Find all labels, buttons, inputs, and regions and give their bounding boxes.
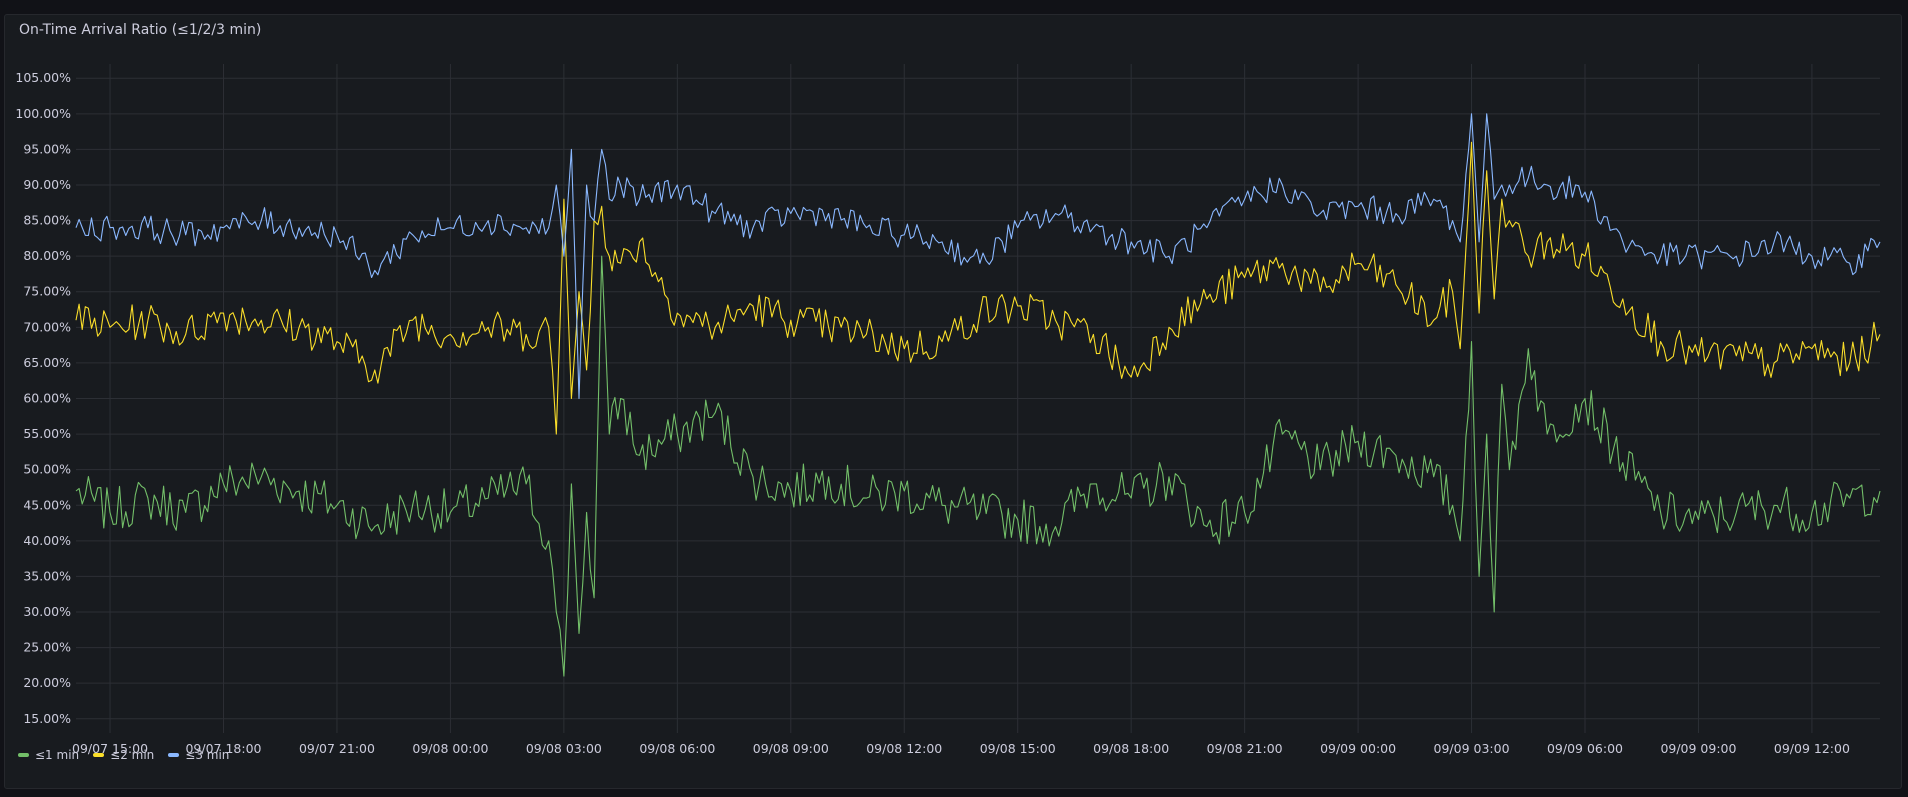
y-tick-label: 25.00% [23,640,71,655]
x-axis-ticks: 09/07 15:00 09/07 18:00 09/07 21:00 09/08 0… [72,741,1850,756]
legend: ≤1 min ≤2 min ≤3 min [18,748,229,762]
x-tick-label: 09/08 06:00 [639,741,715,756]
legend-label: ≤2 min [110,748,155,762]
x-tick-label: 09/09 12:00 [1774,741,1850,756]
x-tick-label: 09/09 03:00 [1434,741,1510,756]
y-tick-label: 105.00% [15,70,71,85]
y-tick-label: 75.00% [23,284,71,299]
y-tick-label: 80.00% [23,248,71,263]
y-tick-label: 20.00% [23,675,71,690]
y-tick-label: 60.00% [23,391,71,406]
series-line-1 [75,255,1881,677]
x-tick-label: 09/09 06:00 [1547,741,1623,756]
series-line-3 [75,113,1881,400]
y-tick-label: 50.00% [23,462,71,477]
x-tick-label: 09/09 09:00 [1660,741,1736,756]
y-tick-label: 85.00% [23,213,71,228]
x-tick-label: 09/07 15:00 [72,741,148,756]
legend-item-3[interactable]: ≤3 min [168,748,229,762]
legend-swatch [18,753,29,757]
y-tick-label: 95.00% [23,141,71,156]
legend-item-2[interactable]: ≤2 min [93,748,154,762]
x-tick-label: 09/08 03:00 [526,741,602,756]
y-tick-label: 70.00% [23,319,71,334]
y-tick-label: 90.00% [23,177,71,192]
x-tick-label: 09/08 18:00 [1093,741,1169,756]
y-tick-label: 45.00% [23,497,71,512]
x-tick-label: 09/08 21:00 [1207,741,1283,756]
grid-lines [76,64,1880,733]
legend-item-1[interactable]: ≤1 min [18,748,79,762]
x-tick-label: 09/08 15:00 [980,741,1056,756]
y-tick-label: 30.00% [23,604,71,619]
x-tick-label: 09/07 18:00 [185,741,261,756]
legend-label: ≤1 min [35,748,80,762]
y-tick-label: 15.00% [23,711,71,726]
x-tick-label: 09/07 21:00 [299,741,375,756]
x-tick-label: 09/08 12:00 [866,741,942,756]
y-axis-ticks: 15.00% 20.00% 25.00% 30.00% 35.00% 40.00% 45.0… [15,70,71,726]
x-tick-label: 09/08 09:00 [753,741,829,756]
panel-title: On-Time Arrival Ratio (≤1/2/3 min) [19,22,262,38]
x-tick-label: 09/09 00:00 [1320,741,1396,756]
y-tick-label: 65.00% [23,355,71,370]
series-line-2 [75,141,1881,435]
y-tick-label: 55.00% [23,426,71,441]
y-tick-label: 35.00% [23,568,71,583]
legend-swatch [168,753,180,757]
x-tick-label: 09/08 00:00 [412,741,488,756]
legend-label: ≤3 min [185,748,230,762]
series-lines [75,113,1881,677]
legend-swatch [93,753,105,757]
y-tick-label: 100.00% [15,106,71,121]
y-tick-label: 40.00% [23,533,71,548]
